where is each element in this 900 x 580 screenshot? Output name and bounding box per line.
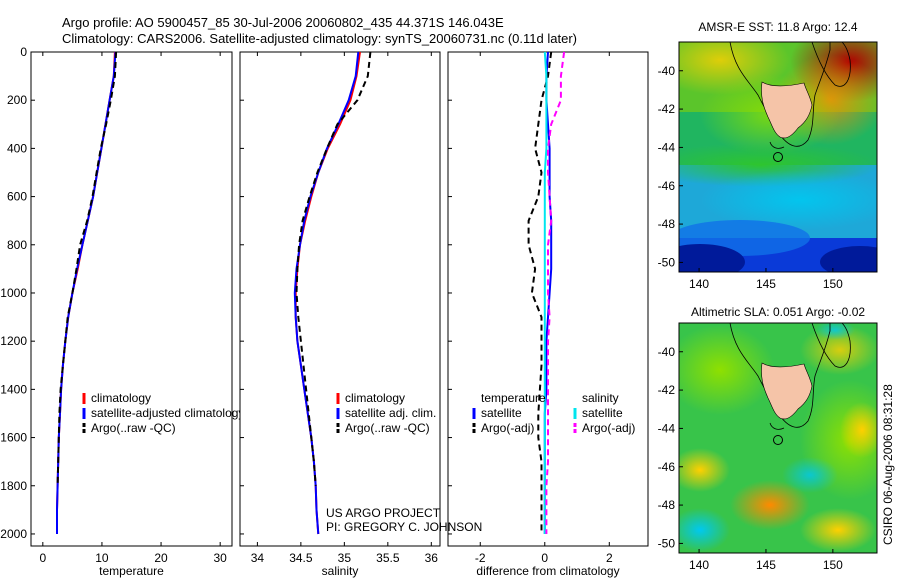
legend-header-salinity: salinity [582,391,619,405]
sla-argo-float-marker [773,435,783,445]
map-y-tick-label: -42 [658,383,676,397]
legend-entry: Argo(..raw -QC) [345,421,430,435]
temperature-profile-panel: 0 10 20 30 temperature 0 200 400 600 800 1000 1200 1… [0,45,244,578]
x-tick-label: 0 [39,551,46,565]
legend-entry: Argo(-adj) [582,421,635,435]
legend-header-temperature: temperature [481,391,546,405]
series-line-argo-raw-qc- [295,51,372,486]
map-y-tick-label: -48 [658,217,676,231]
legend-entry: Argo(..raw -QC) [91,421,176,435]
map-x-tick-label: 140 [689,558,709,572]
sst-map-panel: AMSR-E SST: 11.8 Argo: 12.4 140 145 150 -40… [658,20,878,291]
legend-entry: satellite-adjusted climatology [91,406,244,420]
map-y-tick-label: -50 [658,536,676,550]
map-y-tick-label: -48 [658,498,676,512]
map-x-tick-label: 150 [823,558,843,572]
sst-map-title: AMSR-E SST: 11.8 Argo: 12.4 [698,20,858,34]
series-line-temperature-argo-adj- [527,51,553,534]
map-y-tick-label: -42 [658,102,676,116]
series-line-salinity-argo-adj- [545,51,566,534]
x-tick-label: 10 [95,551,109,565]
salinity-profile-panel: 34 34.5 35 35.5 36 salinity climatologysatelli… [239,51,441,578]
map-y-tick-label: -46 [658,179,676,193]
x-tick-label: 34.5 [289,551,313,565]
x-tick-label: 34 [251,551,265,565]
legend-entry: climatology [91,391,151,405]
map-y-tick-label: -50 [658,255,676,269]
map-y-tick-label: -46 [658,460,676,474]
x-tick-label: 20 [154,551,168,565]
x-axis-label: temperature [99,564,164,578]
map-y-tick-label: -44 [658,140,676,154]
y-tick-label: 600 [7,190,27,204]
tasmania-land [761,362,813,420]
sst-map-field [679,42,877,272]
x-tick-label: -2 [475,551,486,565]
sst-argo-float-marker [773,152,783,162]
sla-map-title: Altimetric SLA: 0.051 Argo: -0.02 [691,305,865,319]
x-tick-label: 36 [425,551,439,565]
map-x-tick-label: 145 [756,558,776,572]
sla-map-panel: Altimetric SLA: 0.051 Argo: -0.02 140 145… [658,305,878,572]
map-y-tick-label: -40 [658,64,676,78]
x-tick-label: 35 [338,551,352,565]
y-tick-label: 2000 [0,527,27,541]
y-tick-label: 1000 [0,286,27,300]
figure-title-line1: Argo profile: AO 5900457_85 30-Jul-2006 … [62,15,504,30]
y-tick-label: 200 [7,93,27,107]
csiro-timestamp-label: CSIRO 06-Aug-2006 08:31:28 [881,384,895,545]
legend-entry: satellite adj. clim. [345,406,436,420]
y-tick-label: 1400 [0,382,27,396]
x-tick-label: 2 [606,551,613,565]
series-line-salinity-satellite [543,51,548,534]
map-y-tick-label: -40 [658,345,676,359]
map-x-tick-label: 145 [756,277,776,291]
plot-frame [239,51,441,547]
sla-map-field [679,323,877,553]
us-argo-project-label: US ARGO PROJECT [326,506,441,520]
legend-entry: satellite [481,406,522,420]
pi-label: PI: GREGORY C. JOHNSON [326,520,482,534]
plot-frame [30,51,233,547]
tasmania-land [761,81,813,139]
legend-entry: Argo(-adj) [481,421,534,435]
y-tick-label: 0 [20,45,27,59]
series-line-argo-raw-qc- [56,51,118,486]
y-tick-label: 1600 [0,431,27,445]
y-tick-label: 400 [7,141,27,155]
legend-entry: satellite [582,406,623,420]
x-axis-label: salinity [322,564,359,578]
map-x-tick-label: 150 [823,277,843,291]
x-tick-label: 35.5 [376,551,400,565]
y-tick-label: 1800 [0,479,27,493]
x-axis-label: difference from climatology [476,564,619,578]
x-tick-label: 0 [541,551,548,565]
figure-title-line2: Climatology: CARS2006. Satellite-adjuste… [62,31,577,46]
y-tick-label: 800 [7,238,27,252]
legend-entry: climatology [345,391,405,405]
map-y-tick-label: -44 [658,421,676,435]
map-x-tick-label: 140 [689,277,709,291]
y-tick-label: 1200 [0,334,27,348]
x-tick-label: 30 [213,551,227,565]
